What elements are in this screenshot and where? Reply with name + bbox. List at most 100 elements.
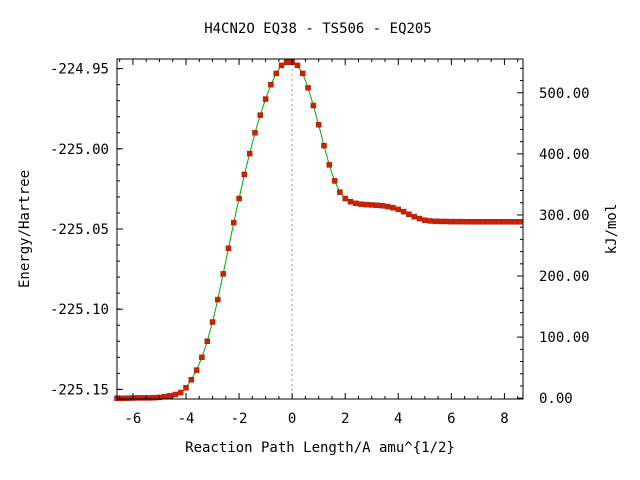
data-point (204, 338, 210, 345)
x-tick-label: 6 (447, 411, 455, 427)
data-point (124, 395, 131, 401)
data-point (363, 201, 370, 208)
data-point (469, 219, 476, 225)
data-point (358, 201, 364, 207)
data-point (146, 395, 152, 401)
data-point (167, 393, 173, 399)
data-point (475, 219, 481, 225)
x-tick-label: -6 (124, 411, 141, 427)
data-point (220, 271, 226, 277)
data-point (177, 389, 184, 396)
data-point (268, 81, 274, 88)
data-point (236, 195, 242, 202)
data-point (459, 218, 465, 225)
data-point (491, 219, 497, 225)
data-point (331, 178, 338, 184)
data-point (326, 162, 333, 168)
data-point (480, 219, 486, 225)
x-tick-label: -2 (231, 411, 248, 427)
data-point (284, 59, 290, 65)
y2-tick-label: 0.00 (539, 391, 573, 407)
data-point (384, 203, 391, 210)
data-point (379, 202, 386, 209)
x-tick-label: 2 (341, 411, 349, 427)
data-point (337, 189, 343, 195)
x-tick-label: 0 (288, 411, 296, 427)
data-point (496, 219, 502, 225)
data-point (390, 205, 396, 211)
data-point (300, 70, 306, 77)
data-point (199, 354, 205, 361)
data-point (172, 391, 179, 398)
data-point (342, 195, 348, 202)
data-point (262, 96, 269, 102)
data-point (273, 70, 279, 77)
data-point (183, 385, 189, 391)
data-point (406, 211, 412, 217)
data-point (231, 219, 237, 226)
data-point (400, 208, 407, 215)
data-point (427, 218, 433, 224)
data-point (437, 218, 444, 225)
y-tick-label: -225.05 (50, 222, 109, 238)
data-point (310, 102, 317, 109)
data-point (246, 150, 253, 157)
x-tick-label: 8 (500, 411, 508, 427)
data-point (395, 206, 402, 213)
y-tick-label: -225.10 (50, 302, 109, 318)
x-tick-label: -4 (178, 411, 195, 427)
data-point (512, 219, 518, 225)
data-point (347, 198, 354, 205)
data-point (135, 395, 141, 401)
y-tick-label: -225.15 (50, 382, 109, 398)
data-point (278, 62, 285, 69)
data-point (193, 367, 200, 373)
data-point (422, 217, 428, 223)
data-point (411, 213, 417, 220)
data-point (225, 245, 232, 251)
series-layer (114, 59, 524, 402)
y-axis-label: Energy/Hartree (17, 170, 33, 288)
axes-layer: -6 -4 -2 0 2 4 6 8 -225.15 -225.10 -225.05 -225.00 -… (50, 58, 590, 427)
data-point (119, 395, 126, 402)
data-point (374, 202, 380, 209)
data-point (501, 219, 508, 225)
y2-axis-label: kJ/mol (604, 204, 620, 255)
data-point (485, 219, 492, 225)
data-point (453, 218, 460, 225)
data-point (140, 395, 147, 401)
data-point (517, 219, 524, 225)
data-point (315, 122, 322, 128)
y2-tick-label: 200.00 (539, 269, 590, 285)
y-tick-label: -224.95 (50, 62, 109, 78)
data-point (294, 62, 301, 69)
x-axis-label: Reaction Path Length/A amu^{1/2} (185, 440, 455, 456)
data-point (257, 112, 264, 118)
series-line (116, 61, 521, 399)
data-point (448, 218, 455, 225)
data-point (506, 219, 513, 225)
y-tick-label: -225.00 (50, 142, 109, 158)
y2-tick-label: 300.00 (539, 208, 590, 224)
x-tick-label: 4 (394, 411, 402, 427)
chart-title: H4CN2O EQ38 - TS506 - EQ205 (204, 21, 432, 37)
y2-tick-label: 400.00 (539, 147, 590, 163)
data-point (188, 377, 195, 383)
data-point (209, 319, 216, 325)
data-point (305, 85, 311, 91)
data-point (252, 130, 258, 136)
data-point (443, 218, 449, 225)
data-point (353, 200, 359, 207)
data-point (464, 219, 471, 225)
y2-tick-label: 500.00 (539, 86, 590, 102)
plot-frame (116, 58, 524, 400)
data-point (416, 215, 423, 222)
data-point (162, 393, 168, 400)
data-point (368, 202, 375, 208)
data-point (151, 394, 157, 401)
y2-tick-label: 100.00 (539, 330, 590, 346)
data-point (321, 142, 327, 149)
data-point (215, 296, 221, 303)
data-point (432, 218, 439, 225)
